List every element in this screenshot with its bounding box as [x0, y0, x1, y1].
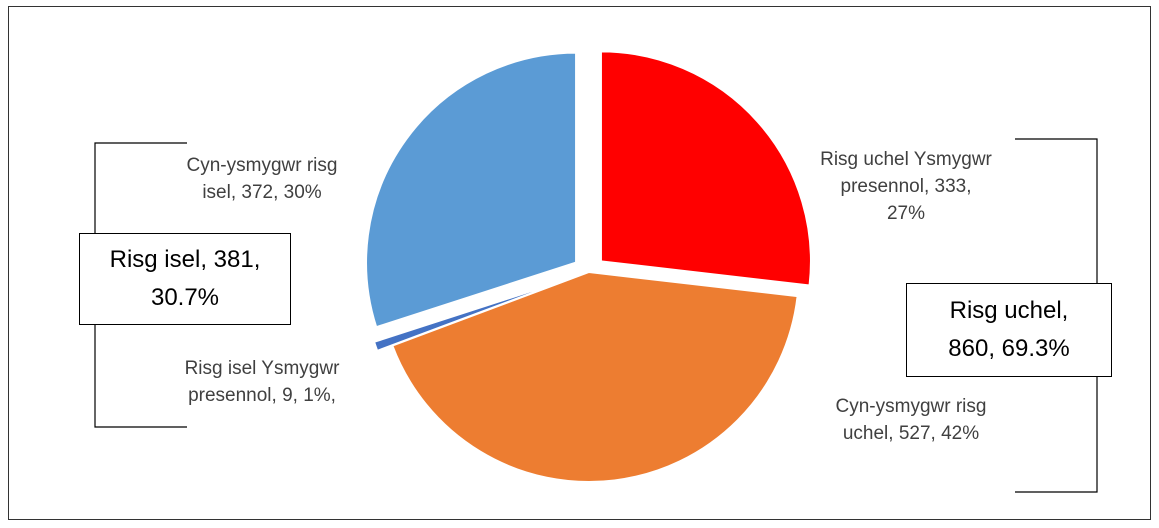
slice-data-label-line: Cyn-ysmygwr risg	[187, 155, 338, 176]
group-box-risg-uchel: Risg uchel, 860, 69.3%	[906, 283, 1112, 377]
slice-data-label: Cyn-ysmygwr risg isel, 372, 30%	[187, 155, 338, 203]
chart-frame: Risg uchel Ysmygwr presennol, 333, 27% Cyn-…	[8, 6, 1151, 520]
pie-slice	[599, 50, 812, 287]
slice-data-label-line: Risg isel Ysmygwr	[185, 358, 341, 379]
slice-data-label-line: Risg uchel Ysmygwr	[820, 149, 992, 170]
slice-data-label-line: 27%	[887, 203, 925, 224]
slice-data-label-line: isel, 372, 30%	[202, 182, 321, 203]
group-label-line: 30.7%	[150, 284, 220, 311]
slice-data-label: Cyn-ysmygwr risg uchel, 527, 42%	[836, 396, 987, 444]
slice-data-label-line: presennol, 333,	[841, 176, 972, 197]
group-label-line: Risg uchel,	[949, 297, 1069, 324]
group-label-line: Risg isel, 381,	[109, 246, 261, 273]
pie-slice	[372, 276, 575, 353]
group-label-line: 860, 69.3%	[948, 335, 1070, 362]
slice-data-label-line: Cyn-ysmygwr risg	[836, 396, 987, 417]
pie-slice	[391, 270, 799, 483]
group-box-risg-isel: Risg isel, 381, 30.7%	[79, 233, 291, 325]
slice-data-label-line: presennol, 9, 1%,	[188, 385, 336, 406]
slice-data-label: Risg uchel Ysmygwr presennol, 333, 27%	[820, 149, 992, 224]
pie-chart: Risg uchel Ysmygwr presennol, 333, 27% Cyn-…	[94, 50, 1098, 493]
slice-data-label-line: uchel, 527, 42%	[843, 423, 979, 444]
pie-slice	[365, 51, 578, 329]
slice-data-label: Risg isel Ysmygwr presennol, 9, 1%,	[185, 358, 341, 406]
